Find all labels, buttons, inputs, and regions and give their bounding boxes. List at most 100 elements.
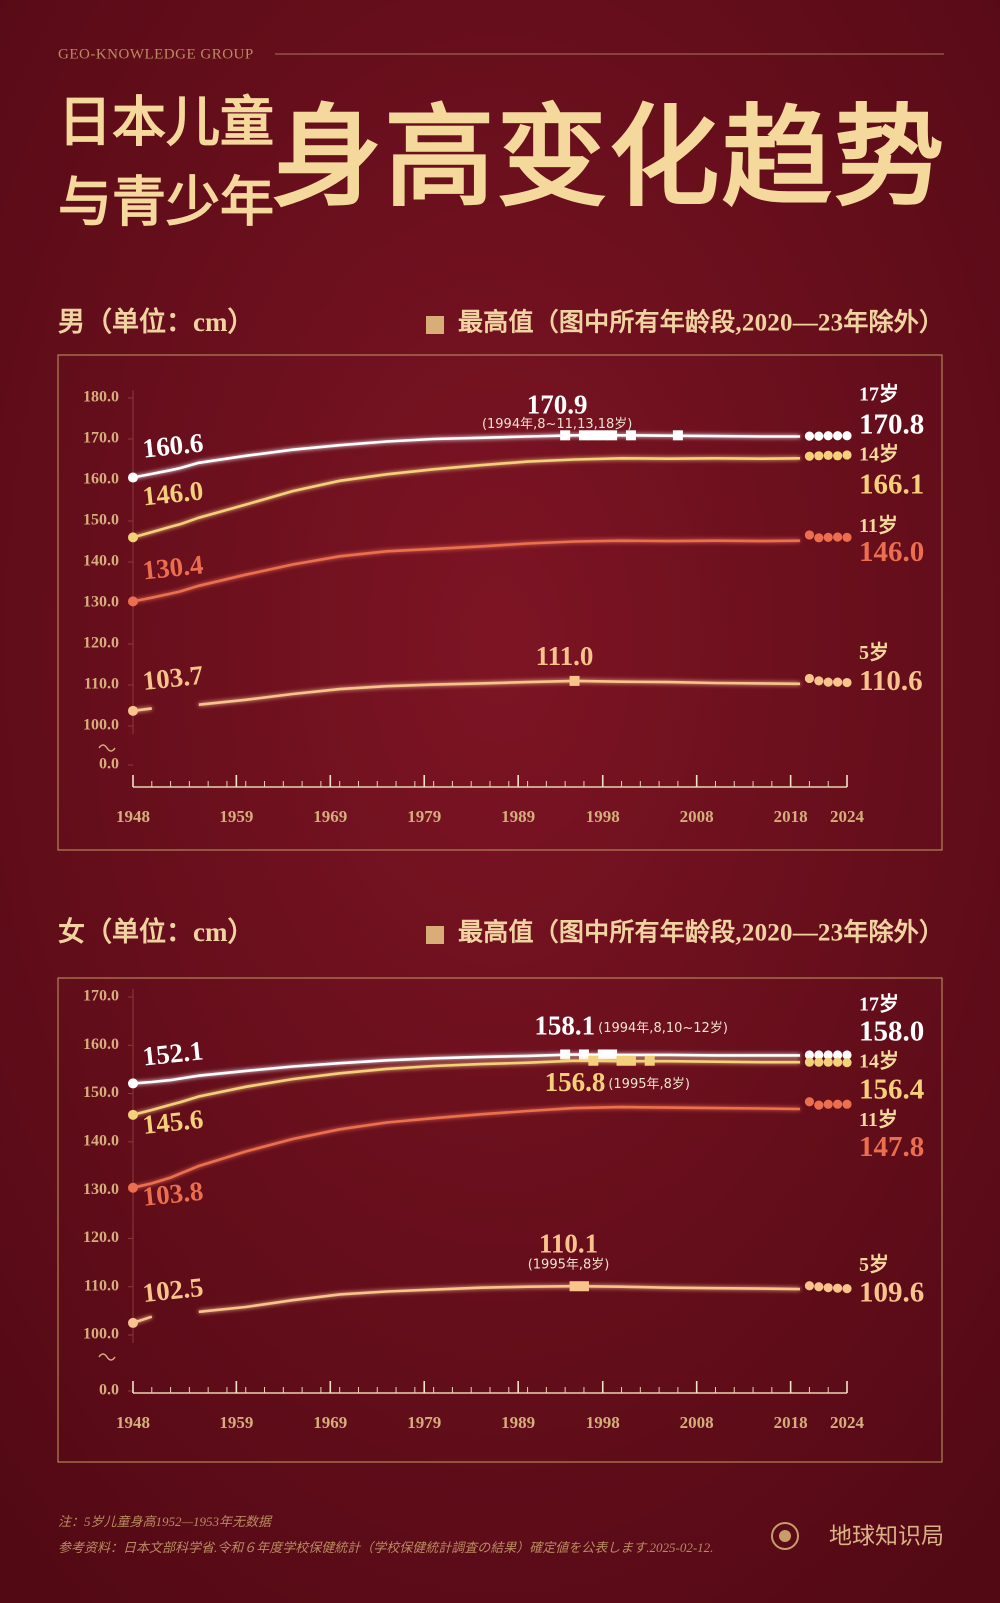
recent-point [814, 533, 824, 543]
end-value-label: 110.6 [859, 665, 923, 697]
start-point [128, 532, 138, 543]
max-marker [560, 1049, 571, 1060]
legend-label: 最高值（图中所有年龄段,2020—23年除外） [458, 918, 944, 947]
max-value-label: 170.9 [527, 390, 588, 420]
max-marker [616, 1055, 627, 1066]
max-note: (1994年,8~11,13,18岁) [482, 417, 632, 432]
start-point [128, 1317, 138, 1328]
y-tick-label: 130.0 [83, 594, 119, 611]
legend-label: 最高值（图中所有年龄段,2020—23年除外） [458, 308, 944, 337]
start-point [128, 705, 138, 716]
series-name: 14岁 [859, 442, 899, 466]
recent-point [814, 1057, 824, 1067]
max-marker [644, 1055, 655, 1066]
x-tick-label: 1998 [586, 807, 620, 826]
recent-point [804, 431, 815, 441]
recent-point [842, 1058, 852, 1068]
x-tick-label: 1948 [116, 807, 150, 826]
max-marker [578, 1281, 589, 1292]
recent-point [804, 1050, 815, 1060]
max-marker [607, 1049, 618, 1060]
max-marker [569, 1281, 580, 1292]
start-value-label: 146.0 [141, 475, 205, 511]
end-value-label: 158.0 [859, 1016, 924, 1048]
series-line [132, 456, 801, 539]
recent-point [842, 1050, 852, 1060]
series-name: 11岁 [859, 513, 898, 537]
max-marker [625, 1055, 636, 1066]
chart-title: 女（单位：cm） [58, 916, 254, 947]
y-tick-label: 0.0 [99, 1382, 119, 1399]
max-marker [578, 430, 589, 441]
recent-point [823, 532, 833, 543]
max-marker [597, 1049, 608, 1060]
start-value-label: 152.1 [141, 1035, 205, 1071]
recent-point [814, 1282, 824, 1292]
brand-name: 地球知识局 [829, 1524, 944, 1550]
y-tick-label: 180.0 [83, 389, 119, 406]
axis-break [98, 1353, 116, 1361]
recent-point [833, 431, 843, 441]
x-tick-label: 2018 [774, 807, 808, 826]
recent-point [833, 1099, 843, 1109]
y-tick-label: 120.0 [83, 635, 119, 652]
x-tick-label: 1969 [313, 1413, 347, 1432]
series-line [132, 539, 801, 603]
recent-point [833, 1050, 843, 1060]
y-tick-label: 100.0 [83, 717, 119, 734]
end-value-label: 166.1 [859, 469, 924, 501]
x-tick-label: 1998 [586, 1413, 620, 1432]
title-line: 与青少年 [58, 172, 274, 232]
x-tick-label: 1979 [407, 1413, 441, 1432]
end-value-label: 156.4 [859, 1073, 924, 1105]
y-tick-label: 140.0 [83, 1133, 119, 1150]
start-point [128, 1109, 138, 1120]
recent-point [814, 1100, 824, 1110]
recent-point [823, 450, 833, 460]
x-tick-label: 2008 [680, 807, 714, 826]
start-point [128, 1078, 138, 1089]
max-marker [588, 1055, 599, 1066]
recent-point [814, 676, 824, 686]
start-point [128, 472, 138, 483]
recent-point [842, 1284, 852, 1294]
y-tick-label: 120.0 [83, 1229, 119, 1246]
y-tick-label: 110.0 [84, 1277, 119, 1294]
y-tick-label: 160.0 [83, 471, 119, 488]
recent-point [823, 677, 833, 687]
recent-point [804, 1281, 815, 1291]
series-name: 17岁 [859, 992, 899, 1016]
x-tick-label: 1959 [219, 807, 253, 826]
recent-point [814, 451, 824, 461]
recent-point [823, 1099, 833, 1109]
series-line [132, 1053, 800, 1085]
recent-point [814, 1050, 824, 1060]
recent-point [814, 431, 824, 441]
max-note: (1995年,8岁) [528, 1258, 610, 1273]
y-tick-label: 170.0 [83, 430, 119, 447]
start-annotation: 103.8 [141, 1176, 205, 1212]
end-value-label: 146.0 [859, 536, 924, 568]
max-marker [569, 675, 580, 686]
max-marker [625, 430, 636, 441]
max-marker [597, 430, 608, 441]
axis-break [98, 744, 116, 752]
y-tick-label: 160.0 [83, 1036, 119, 1053]
brand-icon [779, 1530, 791, 1542]
start-value-label: 102.5 [141, 1272, 205, 1308]
start-point [128, 596, 138, 607]
series-name: 5岁 [859, 1252, 889, 1276]
max-marker [578, 1049, 589, 1060]
series-name: 17岁 [859, 381, 899, 405]
group-name: GEO-KNOWLEDGE GROUP [58, 46, 254, 62]
end-value-label: 109.6 [859, 1276, 924, 1308]
recent-point [804, 451, 815, 461]
legend-swatch [426, 926, 444, 944]
series-line [132, 1105, 801, 1189]
x-tick-label: 1989 [501, 807, 535, 826]
max-value-label: 158.1 [534, 1011, 595, 1041]
max-note: (1994年,8,10~12岁) [598, 1021, 728, 1036]
recent-point [833, 1283, 843, 1293]
